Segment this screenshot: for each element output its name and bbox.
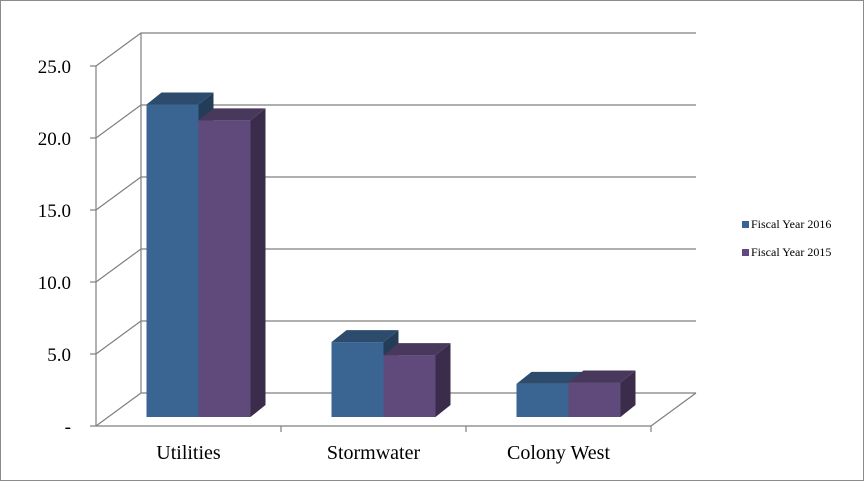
bar xyxy=(568,370,636,417)
bars: Utilities Stormwater Colony West xyxy=(146,92,636,464)
bar-top xyxy=(198,108,266,121)
x-tick-label: Utilities xyxy=(156,442,221,464)
bar-front xyxy=(568,382,621,417)
bar-top xyxy=(568,370,636,383)
gridline xyxy=(95,248,696,283)
y-tick-label: 5.0 xyxy=(47,345,71,366)
bar-front xyxy=(383,355,436,417)
bar-side xyxy=(250,108,266,418)
y-tick-label: 20.0 xyxy=(38,129,71,150)
bar-top xyxy=(383,343,451,356)
bar-side xyxy=(435,343,451,417)
legend-swatch xyxy=(742,221,749,228)
legend: Fiscal Year 2016 Fiscal Year 2015 xyxy=(742,217,831,259)
gridline xyxy=(95,104,696,139)
bar-top xyxy=(516,371,584,384)
x-tick-label: Stormwater xyxy=(327,442,421,464)
bar-top xyxy=(146,92,214,105)
legend-swatch xyxy=(742,249,749,256)
bar-side xyxy=(620,370,636,417)
bar-top xyxy=(331,330,399,343)
gridline xyxy=(95,176,696,211)
bar-front xyxy=(146,104,199,418)
bar-front xyxy=(198,120,251,418)
bar-front xyxy=(331,342,384,417)
gridlines xyxy=(90,32,696,432)
y-tick-label: 15.0 xyxy=(38,201,71,222)
gridline xyxy=(95,392,696,427)
chart-walls xyxy=(95,33,697,427)
x-tick-label: Colony West xyxy=(507,442,610,464)
bar xyxy=(383,343,451,417)
legend-label: Fiscal Year 2015 xyxy=(751,245,831,259)
gridline xyxy=(95,320,696,355)
y-tick-label: 10.0 xyxy=(38,273,71,294)
y-tick-label: - xyxy=(65,417,71,438)
gridline xyxy=(95,32,696,67)
y-tick-label: 25.0 xyxy=(38,57,71,78)
floor-edge xyxy=(650,392,697,427)
bar xyxy=(198,108,266,418)
bar-front xyxy=(516,383,569,417)
y-tick-labels: - 5.0 10.0 15.0 20.0 25.0 xyxy=(38,57,71,438)
legend-label: Fiscal Year 2016 xyxy=(751,217,831,231)
